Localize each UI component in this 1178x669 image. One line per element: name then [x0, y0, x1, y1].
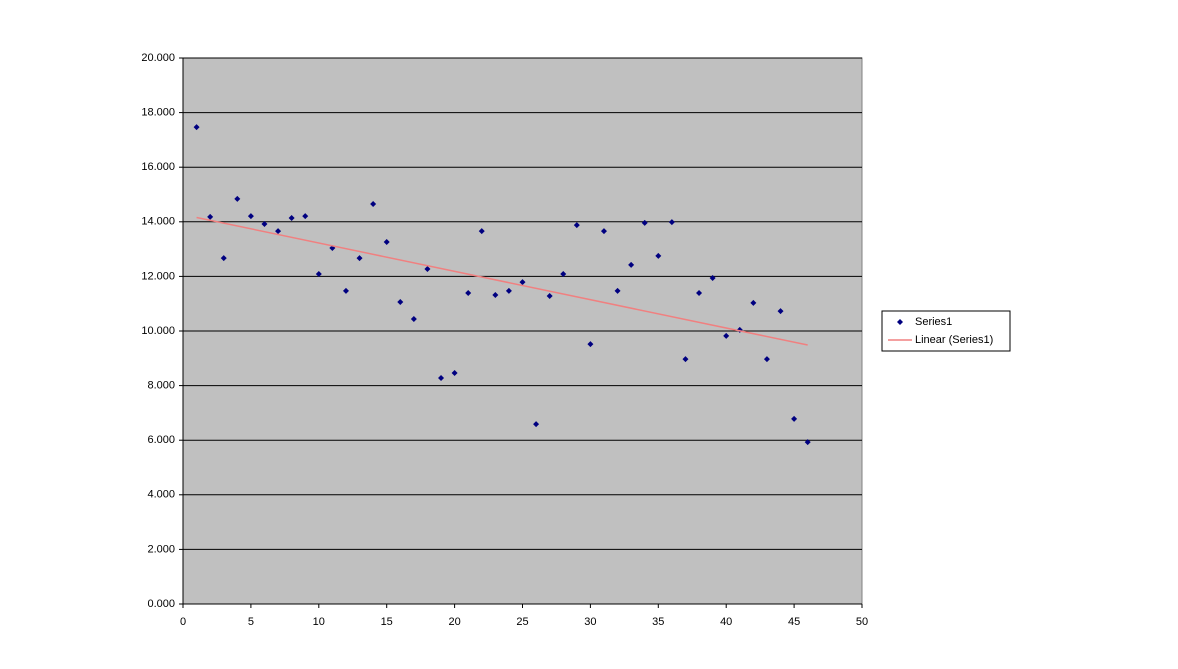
x-tick-label: 20	[448, 616, 460, 628]
data-point	[750, 299, 757, 306]
x-tick-label: 5	[248, 616, 254, 628]
data-point	[478, 228, 485, 235]
x-tick-label: 30	[584, 616, 596, 628]
data-point	[804, 439, 811, 446]
data-point	[723, 332, 730, 339]
x-tick-label: 50	[856, 616, 868, 628]
y-tick-label: 2.000	[147, 543, 175, 555]
data-point	[560, 270, 567, 277]
trendline	[196, 216, 808, 346]
data-point	[546, 293, 553, 300]
data-point	[573, 222, 580, 229]
y-tick-label: 20.000	[141, 52, 175, 64]
data-point	[438, 374, 445, 381]
data-point	[356, 255, 363, 262]
data-point	[505, 287, 512, 294]
y-tick-label: 0.000	[147, 598, 175, 610]
data-point	[410, 315, 417, 322]
data-point	[600, 228, 607, 235]
data-point	[342, 287, 349, 294]
y-tick-label: 8.000	[147, 380, 175, 392]
x-tick-label: 35	[652, 616, 664, 628]
data-point	[696, 290, 703, 297]
data-point	[668, 219, 675, 226]
data-point	[655, 252, 662, 259]
data-point	[207, 213, 214, 220]
data-point	[383, 239, 390, 246]
y-tick-label: 16.000	[141, 161, 175, 173]
data-point	[533, 421, 540, 428]
data-point	[315, 270, 322, 277]
data-point	[587, 341, 594, 348]
legend-label: Linear (Series1)	[915, 334, 993, 346]
legend-marker	[897, 319, 903, 325]
data-point	[709, 275, 716, 282]
y-tick-label: 12.000	[141, 270, 175, 282]
legend-box	[881, 310, 1011, 352]
data-point	[397, 299, 404, 306]
data-point	[302, 213, 309, 220]
data-point	[370, 201, 377, 208]
y-tick-label: 18.000	[141, 107, 175, 119]
data-point	[519, 279, 526, 286]
data-point	[220, 255, 227, 262]
data-point	[614, 287, 621, 294]
x-tick-label: 15	[381, 616, 393, 628]
x-tick-label: 10	[313, 616, 325, 628]
data-point	[261, 220, 268, 227]
legend-label: Series1	[915, 316, 952, 328]
data-point	[424, 266, 431, 273]
data-point	[451, 370, 458, 377]
data-point	[682, 356, 689, 363]
x-tick-label: 25	[516, 616, 528, 628]
x-tick-label: 45	[788, 616, 800, 628]
data-point	[234, 195, 241, 202]
x-tick-label: 40	[720, 616, 732, 628]
data-point	[763, 356, 770, 363]
data-point	[492, 291, 499, 298]
data-point	[465, 290, 472, 297]
data-point	[275, 228, 282, 235]
y-tick-label: 4.000	[147, 489, 175, 501]
data-point	[247, 213, 254, 220]
y-tick-label: 6.000	[147, 434, 175, 446]
data-point	[288, 214, 295, 221]
x-tick-label: 0	[180, 616, 186, 628]
data-point	[641, 219, 648, 226]
data-point	[777, 308, 784, 315]
y-tick-label: 14.000	[141, 216, 175, 228]
data-point	[628, 261, 635, 268]
data-point	[193, 124, 200, 131]
y-tick-label: 10.000	[141, 325, 175, 337]
data-point	[791, 415, 798, 422]
